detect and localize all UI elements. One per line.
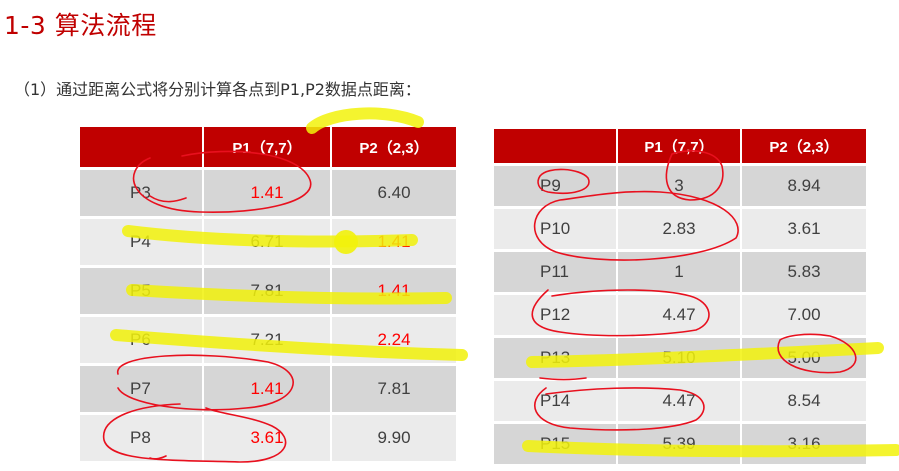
table-row: P9 3 8.94 bbox=[494, 163, 866, 206]
table-row: P7 1.41 7.81 bbox=[80, 363, 456, 412]
distance-p1: 2.83 bbox=[618, 206, 742, 249]
distance-p2: 9.90 bbox=[332, 412, 456, 461]
distance-p1: 1.41 bbox=[204, 167, 332, 216]
distance-p2: 5.00 bbox=[742, 335, 866, 378]
table-row: P15 5.39 3.16 bbox=[494, 421, 866, 464]
page-title: 1-3 算法流程 bbox=[4, 11, 157, 40]
table-row: P8 3.61 9.90 bbox=[80, 412, 456, 461]
table-row: P6 7.21 2.24 bbox=[80, 314, 456, 363]
point-label: P14 bbox=[494, 378, 618, 421]
highlighter-stroke-top bbox=[306, 107, 424, 134]
distance-table-left: P1（7,7） P2（2,3） P3 1.41 6.40 P4 6.71 1.4… bbox=[80, 127, 456, 461]
header-p1: P1（7,7） bbox=[618, 129, 742, 163]
distance-p1: 7.81 bbox=[204, 265, 332, 314]
distance-p2: 8.54 bbox=[742, 378, 866, 421]
distance-p2: 7.00 bbox=[742, 292, 866, 335]
point-label: P10 bbox=[494, 206, 618, 249]
distance-p1: 5.10 bbox=[618, 335, 742, 378]
point-label: P7 bbox=[80, 363, 204, 412]
table-row: P13 5.10 5.00 bbox=[494, 335, 866, 378]
table-row: P11 1 5.83 bbox=[494, 249, 866, 292]
point-label: P4 bbox=[80, 216, 204, 265]
distance-p1: 6.71 bbox=[204, 216, 332, 265]
distance-p1: 4.47 bbox=[618, 378, 742, 421]
header-point bbox=[80, 127, 204, 167]
distance-p2: 6.40 bbox=[332, 167, 456, 216]
step-description: （1）通过距离公式将分别计算各点到P1,P2数据点距离： bbox=[14, 80, 421, 99]
table-row: P5 7.81 1.41 bbox=[80, 265, 456, 314]
header-point bbox=[494, 129, 618, 163]
table-row: P12 4.47 7.00 bbox=[494, 292, 866, 335]
point-label: P9 bbox=[494, 163, 618, 206]
distance-table-right: P1（7,7） P2（2,3） P9 3 8.94 P10 2.83 3.61 … bbox=[494, 129, 866, 464]
distance-p2: 1.41 bbox=[332, 265, 456, 314]
header-p2: P2（2,3） bbox=[332, 127, 456, 167]
point-label: P12 bbox=[494, 292, 618, 335]
table-row: P10 2.83 3.61 bbox=[494, 206, 866, 249]
distance-p2: 2.24 bbox=[332, 314, 456, 363]
distance-p2: 3.16 bbox=[742, 421, 866, 464]
distance-p2: 8.94 bbox=[742, 163, 866, 206]
table-row: P4 6.71 1.41 bbox=[80, 216, 456, 265]
point-label: P15 bbox=[494, 421, 618, 464]
distance-p1: 4.47 bbox=[618, 292, 742, 335]
point-label: P5 bbox=[80, 265, 204, 314]
point-label: P11 bbox=[494, 249, 618, 292]
point-label: P8 bbox=[80, 412, 204, 461]
distance-p1: 5.39 bbox=[618, 421, 742, 464]
distance-p2: 1.41 bbox=[332, 216, 456, 265]
table-header-row: P1（7,7） P2（2,3） bbox=[80, 127, 456, 167]
point-label: P3 bbox=[80, 167, 204, 216]
distance-p2: 3.61 bbox=[742, 206, 866, 249]
table-row: P14 4.47 8.54 bbox=[494, 378, 866, 421]
distance-p2: 7.81 bbox=[332, 363, 456, 412]
distance-p1: 1.41 bbox=[204, 363, 332, 412]
header-p2: P2（2,3） bbox=[742, 129, 866, 163]
distance-p1: 3 bbox=[618, 163, 742, 206]
point-label: P6 bbox=[80, 314, 204, 363]
distance-p1: 1 bbox=[618, 249, 742, 292]
header-p1: P1（7,7） bbox=[204, 127, 332, 167]
distance-p1: 3.61 bbox=[204, 412, 332, 461]
distance-p1: 7.21 bbox=[204, 314, 332, 363]
table-row: P3 1.41 6.40 bbox=[80, 167, 456, 216]
table-header-row: P1（7,7） P2（2,3） bbox=[494, 129, 866, 163]
point-label: P13 bbox=[494, 335, 618, 378]
distance-p2: 5.83 bbox=[742, 249, 866, 292]
